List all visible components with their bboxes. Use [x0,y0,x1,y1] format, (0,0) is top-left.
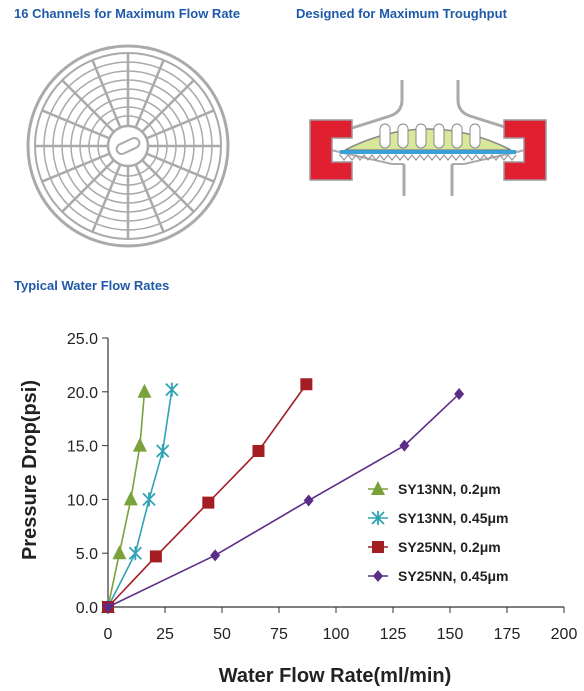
cross-section-illustration [309,80,547,196]
data-point [210,549,221,562]
y-tick-label: 0.0 [76,600,98,617]
legend-marker [373,570,383,582]
legend-entry: SY13NN, 0.45μm [368,510,509,526]
data-point [123,491,138,506]
legend-label: SY25NN, 0.45μm [398,568,509,584]
x-axis-title: Water Flow Rate(ml/min) [219,665,452,687]
throughput-heading: Designed for Maximum Troughput [296,6,507,21]
data-point [202,496,215,509]
y-axis-title: Pressure Drop(psi) [19,380,41,560]
data-point [137,383,152,398]
data-point [103,601,113,613]
y-tick-label: 5.0 [76,546,98,563]
channels-heading: 16 Channels for Maximum Flow Rate [14,6,241,21]
x-tick-label: 175 [494,626,521,643]
data-point [165,382,179,397]
data-point [142,492,156,507]
data-point [156,443,170,458]
y-tick-label: 20.0 [67,385,98,402]
x-tick-label: 150 [437,626,464,643]
y-axis-ticks: 0.0 5.0 10.0 15.0 20.0 25.0 [67,331,108,617]
data-point [303,494,314,507]
data-point [300,378,313,391]
diagrams [26,44,547,248]
legend: SY13NN, 0.2μm SY13NN, 0.45μm SY25NN, 0.2μm… [368,481,509,584]
legend-entry: SY13NN, 0.2μm [368,481,501,497]
y-tick-label: 10.0 [67,492,98,509]
x-tick-label: 50 [213,626,231,643]
data-point [149,550,162,563]
legend-marker [371,481,385,495]
legend-marker [372,541,384,553]
legend-marker [371,511,385,525]
x-tick-label: 200 [551,626,578,643]
data-point [132,437,147,452]
x-tick-label: 0 [104,626,113,643]
filter-disc-illustration [26,44,230,248]
series-3 [102,378,313,613]
legend-label: SY13NN, 0.2μm [398,481,501,497]
data-point [252,444,265,457]
legend-label: SY25NN, 0.2μm [398,539,501,555]
x-tick-label: 125 [380,626,407,643]
data-point [112,545,127,560]
data-point [454,387,465,400]
legend-entry: SY25NN, 0.2μm [368,539,501,555]
y-tick-label: 25.0 [67,331,98,348]
legend-entry: SY25NN, 0.45μm [368,568,509,584]
data-point [399,439,410,452]
x-tick-label: 100 [323,626,350,643]
water-flow-heading: Typical Water Flow Rates [14,278,170,293]
data-point [128,546,142,561]
series-4 [103,387,465,613]
x-axis-ticks: 0 25 50 75 100 125 150 175 200 [104,607,578,643]
legend-label: SY13NN, 0.45μm [398,510,509,526]
x-tick-label: 75 [270,626,288,643]
y-tick-label: 15.0 [67,439,98,456]
series-lines [101,378,465,614]
x-tick-label: 25 [156,626,174,643]
series-line [107,383,308,608]
